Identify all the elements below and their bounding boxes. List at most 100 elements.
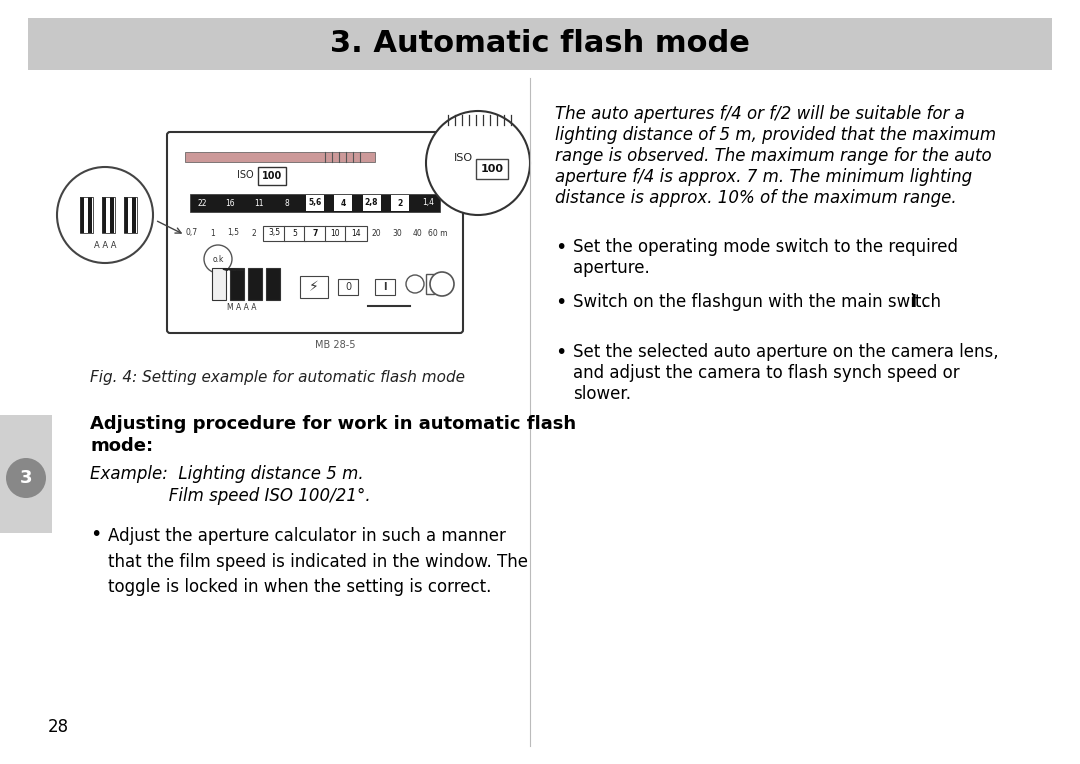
Text: Switch on the flashgun with the main switch: Switch on the flashgun with the main swi… [573,293,946,311]
Text: 2: 2 [252,228,256,238]
Bar [391,195,408,211]
Text: ISO: ISO [237,170,254,180]
Text: Set the operating mode switch to the required: Set the operating mode switch to the req… [573,238,958,256]
Bar [110,197,114,233]
Text: 16: 16 [226,199,235,208]
Text: 1: 1 [211,228,215,238]
Text: 2: 2 [397,199,403,208]
Bar [28,18,1052,70]
Text: 40: 40 [413,228,422,238]
Text: 100: 100 [481,164,503,174]
Text: Adjusting procedure for work in automatic flash: Adjusting procedure for work in automati… [90,415,576,433]
Bar [87,197,92,233]
Text: 5: 5 [292,228,297,238]
Bar [230,268,244,300]
Text: 3. Automatic flash mode: 3. Automatic flash mode [330,30,750,59]
Bar [84,197,87,233]
Text: Set the selected auto aperture on the camera lens,: Set the selected auto aperture on the ca… [573,343,999,361]
Text: slower.: slower. [573,385,631,403]
Text: and adjust the camera to flash synch speed or: and adjust the camera to flash synch spe… [573,364,960,382]
Circle shape [57,167,153,263]
Text: Adjust the aperture calculator in such a manner
that the film speed is indicated: Adjust the aperture calculator in such a… [108,527,528,597]
Text: ⚡: ⚡ [309,280,319,294]
Bar [80,197,84,233]
Text: 3,5: 3,5 [268,228,280,238]
Text: 1,5: 1,5 [227,228,239,238]
Bar [345,226,367,241]
Text: •: • [555,293,566,312]
Text: I: I [912,293,917,311]
Text: M A A A: M A A A [227,303,257,312]
Bar [375,279,395,295]
Text: 100: 100 [261,171,282,181]
Text: 2,8: 2,8 [365,199,378,208]
Bar [303,226,326,241]
Bar [300,276,328,298]
Text: o.k: o.k [213,254,224,264]
Text: 0,7: 0,7 [186,228,198,238]
Circle shape [6,458,46,498]
Text: •: • [555,238,566,257]
Bar [266,268,280,300]
Bar [334,195,352,211]
Bar [102,197,106,233]
Text: 10: 10 [330,228,340,238]
Bar [0,415,52,533]
Text: distance is approx. 10% of the maximum range.: distance is approx. 10% of the maximum r… [555,189,957,207]
Bar [212,268,226,300]
Bar [324,226,347,241]
Text: A A A: A A A [94,241,117,250]
Bar [102,197,114,233]
Text: range is observed. The maximum range for the auto: range is observed. The maximum range for… [555,147,991,165]
Text: 4: 4 [340,199,346,208]
Text: I: I [383,282,387,292]
Bar [283,226,306,241]
Bar [124,197,137,233]
Bar [185,152,375,162]
Text: ISO: ISO [454,153,473,163]
Text: aperture f/4 is approx. 7 m. The minimum lighting: aperture f/4 is approx. 7 m. The minimum… [555,168,972,186]
Bar [248,268,262,300]
Text: 1,4: 1,4 [422,199,434,208]
Text: Example:  Lighting distance 5 m.: Example: Lighting distance 5 m. [90,465,364,483]
Bar [80,197,93,233]
Text: •: • [555,343,566,362]
Text: Film speed ISO 100/21°.: Film speed ISO 100/21°. [90,487,370,505]
Bar [363,195,380,211]
Text: 60 m: 60 m [429,228,448,238]
Circle shape [430,272,454,296]
Text: 30: 30 [392,228,402,238]
Circle shape [406,275,424,293]
Bar [132,197,136,233]
Text: 14: 14 [351,228,361,238]
Bar [190,194,440,212]
Bar [106,197,110,233]
Bar [264,226,285,241]
Text: mode:: mode: [90,437,153,455]
Bar [476,159,508,179]
Circle shape [426,111,530,215]
Text: •: • [90,525,102,544]
Bar [338,279,357,295]
Text: 20: 20 [372,228,381,238]
Text: 0: 0 [345,282,351,292]
Text: Fig. 4: Setting example for automatic flash mode: Fig. 4: Setting example for automatic fl… [90,370,465,385]
FancyBboxPatch shape [167,132,463,333]
Text: 8: 8 [284,199,289,208]
Bar [258,167,286,185]
Text: aperture.: aperture. [573,259,650,277]
Text: 3: 3 [19,469,32,487]
Bar [129,197,132,233]
Bar [426,274,434,294]
Text: 22: 22 [198,199,206,208]
Bar [124,197,129,233]
Text: 5,6: 5,6 [309,199,322,208]
Text: .: . [921,293,927,311]
Text: lighting distance of 5 m, provided that the maximum: lighting distance of 5 m, provided that … [555,126,996,144]
Text: 11: 11 [254,199,264,208]
Bar [306,195,324,211]
Text: 7: 7 [312,228,318,238]
Text: MB 28-5: MB 28-5 [314,340,355,350]
Circle shape [204,245,232,273]
Text: The auto apertures f/4 or f/2 will be suitable for a: The auto apertures f/4 or f/2 will be su… [555,105,964,123]
